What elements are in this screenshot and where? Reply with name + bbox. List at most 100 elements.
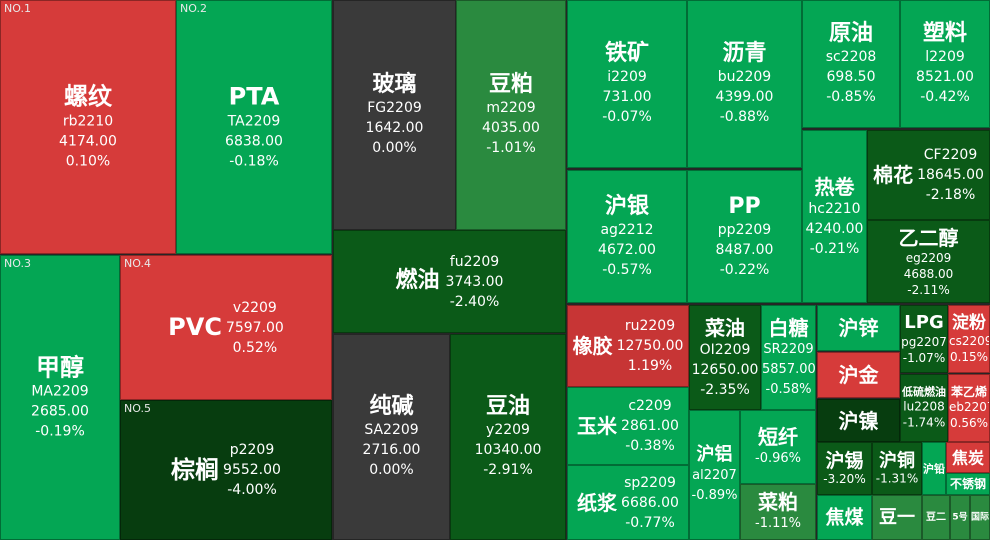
change-percent: -2.11% <box>907 282 950 297</box>
contract-code: ru2209 <box>624 318 676 334</box>
tile-m[interactable]: 豆粕 m2209 4035.00 -1.01% <box>456 0 566 230</box>
change-percent: -0.18% <box>229 153 279 170</box>
tile-sr[interactable]: 白糖 SR2209 5857.00 -0.58% <box>761 305 816 410</box>
tile-ag[interactable]: 沪银 ag2212 4672.00 -0.57% <box>567 170 687 303</box>
tile-al[interactable]: 沪铝 al2207 -0.89% <box>689 410 740 540</box>
product-name: 沪锡 <box>825 449 864 472</box>
tile-sp[interactable]: 纸浆 sp2209 6686.00 -0.77% <box>567 465 689 540</box>
product-name: 甲醇 <box>36 353 84 382</box>
price: 4672.00 <box>598 241 656 258</box>
product-name: 乙二醇 <box>898 225 959 250</box>
tile-eb[interactable]: 苯乙烯 eb2207 0.56% <box>948 374 990 442</box>
change-percent: -2.35% <box>700 381 750 398</box>
change-percent: -1.11% <box>755 516 801 531</box>
tile-bc[interactable]: 国际铜 <box>970 495 990 540</box>
tile-j[interactable]: 焦炭 <box>946 442 990 473</box>
tile-sn[interactable]: 沪锡 -3.20% <box>817 442 872 495</box>
tile-pb[interactable]: 沪铅 <box>922 442 946 495</box>
change-percent: -4.00% <box>227 482 277 498</box>
tile-rm[interactable]: 菜粕 -1.11% <box>740 484 816 540</box>
contract-code: y2209 <box>486 422 530 439</box>
contract-code: CF2209 <box>923 147 978 163</box>
tile-au[interactable]: 沪金 <box>817 352 900 398</box>
product-name: 沪铝 <box>696 444 733 466</box>
tile-sa[interactable]: 纯碱 SA2209 2716.00 0.00% <box>333 334 450 540</box>
price: 5857.00 <box>762 361 816 377</box>
contract-code: ag2212 <box>600 221 654 238</box>
product-name: 豆二 <box>926 511 946 523</box>
tile-pf[interactable]: 短纤 -0.96% <box>740 410 816 484</box>
price: 12750.00 <box>616 338 684 354</box>
rank-tag: NO.4 <box>124 257 151 270</box>
tile-pg[interactable]: LPG pg2207 -1.07% <box>900 305 948 373</box>
price: 7597.00 <box>225 319 284 336</box>
product-name: 5号 <box>952 512 968 523</box>
tile-l[interactable]: 塑料 l2209 8521.00 -0.42% <box>900 0 990 128</box>
rank-tag: NO.5 <box>124 402 151 415</box>
tile-ss[interactable]: 不锈钢 <box>946 473 990 495</box>
price: 2685.00 <box>31 403 89 420</box>
tile-c[interactable]: 玉米 c2209 2861.00 -0.38% <box>567 387 689 465</box>
contract-code: hc2210 <box>808 200 861 217</box>
change-percent: -1.31% <box>875 471 919 486</box>
contract-code: OI2209 <box>699 341 751 358</box>
tile-b2[interactable]: 豆二 <box>922 495 950 540</box>
contract-code: SR2209 <box>763 341 814 357</box>
change-percent: -0.85% <box>826 89 876 106</box>
product-name: 热卷 <box>814 174 855 199</box>
product-name: 塑料 <box>922 20 967 46</box>
tile-ru[interactable]: 橡胶 ru2209 12750.00 1.19% <box>567 305 689 387</box>
tile-p[interactable]: NO.5 棕榈 p2209 9552.00 -4.00% <box>120 400 332 540</box>
product-name: 螺纹 <box>64 82 112 111</box>
tile-lu[interactable]: 低硫燃油 lu2208 -1.74% <box>900 374 948 442</box>
tile-ma[interactable]: NO.3 甲醇 MA2209 2685.00 -0.19% <box>0 255 120 540</box>
tile-y[interactable]: 豆油 y2209 10340.00 -2.91% <box>450 334 566 540</box>
contract-code: FG2209 <box>367 100 422 117</box>
product-name: 橡胶 <box>572 334 613 358</box>
product-name: 菜粕 <box>758 490 798 514</box>
tile-5[interactable]: 5号 <box>950 495 970 540</box>
price: 8521.00 <box>916 69 974 86</box>
change-percent: -0.57% <box>602 261 652 278</box>
tile-cu[interactable]: 沪铜 -1.31% <box>872 442 922 495</box>
change-percent: -0.19% <box>35 423 85 440</box>
product-name: 豆油 <box>485 393 530 419</box>
price: 9552.00 <box>223 462 281 478</box>
change-percent: -0.42% <box>920 89 970 106</box>
change-percent: -0.22% <box>719 261 770 278</box>
contract-code: bu2209 <box>717 69 772 86</box>
price: 8487.00 <box>715 241 774 258</box>
tile-eg[interactable]: 乙二醇 eg2209 4688.00 -2.11% <box>867 220 990 303</box>
tile-v[interactable]: NO.4 PVC v2209 7597.00 0.52% <box>120 255 332 400</box>
tile-ni[interactable]: 沪镍 <box>817 399 900 442</box>
price: 10340.00 <box>474 442 542 459</box>
product-name: 纯碱 <box>369 393 414 419</box>
product-name: 焦煤 <box>825 506 864 529</box>
price: 1642.00 <box>365 120 424 137</box>
tile-pp[interactable]: PP pp2209 8487.00 -0.22% <box>687 170 802 303</box>
tile-fu[interactable]: 燃油 fu2209 3743.00 -2.40% <box>333 230 566 333</box>
tile-hc[interactable]: 热卷 hc2210 4240.00 -0.21% <box>802 130 867 303</box>
tile-sc[interactable]: 原油 sc2208 698.50 -0.85% <box>802 0 900 128</box>
tile-oi[interactable]: 菜油 OI2209 12650.00 -2.35% <box>689 305 761 410</box>
product-name: 玻璃 <box>372 71 417 97</box>
change-percent: -0.58% <box>765 381 812 397</box>
change-percent: -1.01% <box>486 140 536 157</box>
product-name: PVC <box>168 313 222 342</box>
tile-rb[interactable]: NO.1 螺纹 rb2210 4174.00 0.10% <box>0 0 176 254</box>
tile-ta[interactable]: NO.2 PTA TA2209 6838.00 -0.18% <box>176 0 332 254</box>
tile-fg[interactable]: 玻璃 FG2209 1642.00 0.00% <box>333 0 456 230</box>
contract-code: cs2209 <box>949 334 990 349</box>
tile-cf[interactable]: 棉花 CF2209 18645.00 -2.18% <box>867 130 990 220</box>
tile-cs[interactable]: 淀粉 cs2209 0.15% <box>948 305 990 373</box>
change-percent: -0.89% <box>691 487 738 503</box>
tile-i[interactable]: 铁矿 i2209 731.00 -0.07% <box>567 0 687 168</box>
product-name: LPG <box>904 312 944 334</box>
tile-jm[interactable]: 焦煤 <box>817 495 872 540</box>
contract-code: l2209 <box>925 49 965 66</box>
tile-b[interactable]: 豆一 <box>872 495 922 540</box>
tile-zn[interactable]: 沪锌 <box>817 305 900 351</box>
tile-bu[interactable]: 沥青 bu2209 4399.00 -0.88% <box>687 0 802 168</box>
contract-code: m2209 <box>486 100 536 117</box>
